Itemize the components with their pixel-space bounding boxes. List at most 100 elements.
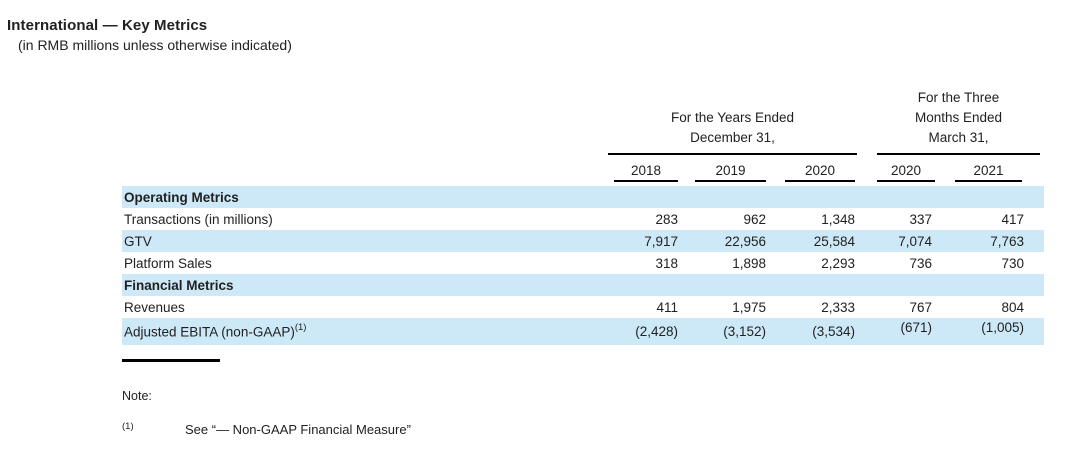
- year-column-header: 2020: [877, 155, 937, 186]
- table-row: Operating Metrics: [122, 186, 1044, 208]
- row-label: Financial Metrics: [124, 277, 234, 293]
- metric-value: 318: [655, 255, 678, 271]
- value-cell: 767: [877, 296, 937, 318]
- section-header-cell: Operating Metrics: [122, 186, 602, 208]
- column-group-label-line: December 31,: [690, 130, 775, 145]
- value-cell: 337: [877, 208, 937, 230]
- metric-value: 7,074: [898, 233, 932, 249]
- metric-value: 2,293: [821, 255, 855, 271]
- row-label: Adjusted EBITA (non-GAAP): [124, 324, 295, 340]
- metric-value: 1,348: [821, 211, 855, 227]
- row-label: Platform Sales: [124, 255, 212, 271]
- metric-value: 736: [909, 255, 932, 271]
- metric-value: 767: [909, 299, 932, 315]
- metric-value: 337: [909, 211, 932, 227]
- row-gap-cell: [857, 252, 877, 274]
- value-cell: 7,074: [877, 230, 937, 252]
- row-gap-cell: [857, 230, 877, 252]
- value-cell: 730: [937, 252, 1044, 274]
- value-cell: [680, 186, 768, 208]
- value-cell: 7,763: [937, 230, 1044, 252]
- value-cell: [680, 274, 768, 296]
- footnote-divider-rule: [122, 359, 220, 362]
- value-cell: 962: [680, 208, 768, 230]
- metric-value: 962: [743, 211, 766, 227]
- metric-value: 7,763: [990, 233, 1024, 249]
- row-gap-cell: [857, 208, 877, 230]
- value-cell: (671): [877, 318, 937, 345]
- section-header-cell: Financial Metrics: [122, 274, 602, 296]
- metric-value: 2,333: [821, 299, 855, 315]
- value-cell: 25,584: [768, 230, 857, 252]
- table-row: Transactions (in millions) 283 962 1,348 337…: [122, 208, 1044, 230]
- column-group-header: For the Three Months Ended March 31,: [877, 80, 1044, 155]
- header-group-row: For the Years Ended December 31, For the T…: [122, 80, 1044, 155]
- metric-value: (1,005): [981, 320, 1024, 335]
- column-group-label-line: For the Three: [917, 90, 1000, 105]
- value-cell: 411: [602, 296, 680, 318]
- column-group-label: For the Three Months Ended March 31,: [877, 88, 1040, 155]
- footnote-text: See “— Non-GAAP Financial Measure”: [185, 422, 411, 437]
- column-group-label-line: March 31,: [928, 130, 989, 145]
- value-cell: [877, 186, 937, 208]
- metric-value: 1,898: [732, 255, 766, 271]
- year-column-header: 2019: [680, 155, 768, 186]
- value-cell: 1,975: [680, 296, 768, 318]
- value-cell: 736: [877, 252, 937, 274]
- value-cell: 2,293: [768, 252, 857, 274]
- table-row: Financial Metrics: [122, 274, 1044, 296]
- row-label-cell: Revenues: [122, 296, 602, 318]
- year-column-header: 2020: [768, 155, 857, 186]
- column-group-header: For the Years Ended December 31,: [602, 80, 857, 155]
- row-label: GTV: [124, 233, 152, 249]
- metric-value: (2,428): [635, 324, 678, 339]
- value-cell: 22,956: [680, 230, 768, 252]
- value-cell: [877, 274, 937, 296]
- header-year-gap: [857, 155, 877, 186]
- year-column-header: 2021: [937, 155, 1044, 186]
- value-cell: [602, 186, 680, 208]
- row-label-cell: Transactions (in millions): [122, 208, 602, 230]
- metric-value: (3,152): [723, 324, 766, 339]
- metric-value: 7,917: [644, 233, 678, 249]
- row-label: Revenues: [124, 299, 185, 315]
- header-label-spacer: [122, 155, 602, 186]
- footnote-marker: (1): [122, 421, 134, 432]
- value-cell: [768, 274, 857, 296]
- value-cell: [937, 274, 1044, 296]
- page-subtitle: (in RMB millions unless otherwise indica…: [18, 37, 292, 53]
- footnote-item: (1) See “— Non-GAAP Financial Measure”: [122, 421, 411, 437]
- value-cell: 804: [937, 296, 1044, 318]
- metric-value: 22,956: [724, 233, 766, 249]
- value-cell: 1,898: [680, 252, 768, 274]
- value-cell: [602, 274, 680, 296]
- column-group-label-line: For the Years Ended: [670, 110, 795, 125]
- metric-value: (671): [900, 320, 932, 335]
- value-cell: [937, 186, 1044, 208]
- table-row: GTV 7,917 22,956 25,584 7,074 7,763: [122, 230, 1044, 252]
- row-gap-cell: [857, 296, 877, 318]
- note-label: Note:: [122, 389, 152, 403]
- value-cell: (3,534): [768, 318, 857, 345]
- value-cell: 1,348: [768, 208, 857, 230]
- table-header: For the Years Ended December 31, For the T…: [122, 80, 1044, 186]
- value-cell: (3,152): [680, 318, 768, 345]
- value-cell: 283: [602, 208, 680, 230]
- metric-value: 804: [1001, 299, 1024, 315]
- metric-value: 417: [1001, 211, 1024, 227]
- column-group-label: For the Years Ended December 31,: [608, 108, 857, 155]
- year-label: 2020: [877, 163, 935, 182]
- row-label: Transactions (in millions): [124, 211, 273, 227]
- year-column-header: 2018: [602, 155, 680, 186]
- row-label: Operating Metrics: [124, 189, 239, 205]
- year-label: 2019: [695, 163, 766, 182]
- table-row: Revenues 411 1,975 2,333 767 804: [122, 296, 1044, 318]
- value-cell: (1,005): [937, 318, 1044, 345]
- table-row: Adjusted EBITA (non-GAAP)(1) (2,428) (3,15…: [122, 318, 1044, 345]
- header-year-row: 2018 2019 2020 2020 2021: [122, 155, 1044, 186]
- page-title: International — Key Metrics: [7, 17, 208, 34]
- metric-value: 25,584: [813, 233, 855, 249]
- year-label: 2020: [785, 163, 855, 182]
- value-cell: 2,333: [768, 296, 857, 318]
